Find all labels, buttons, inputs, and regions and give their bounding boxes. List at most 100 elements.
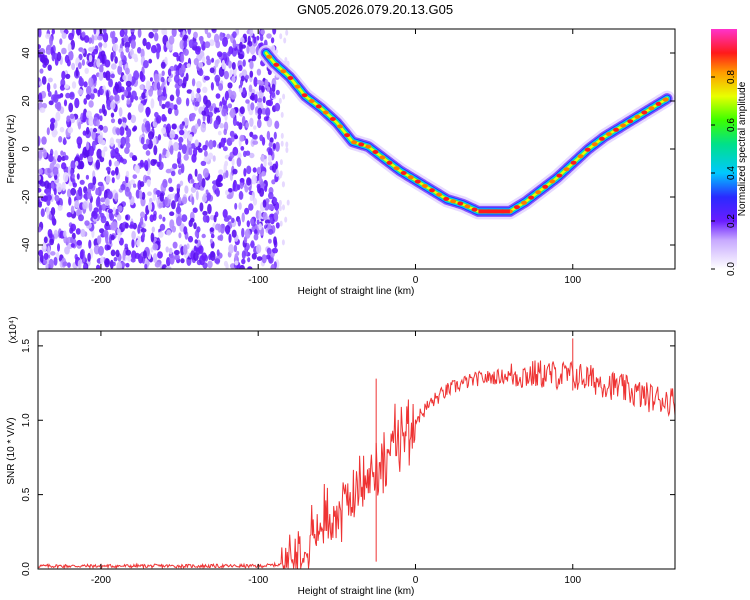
noise-speckle bbox=[245, 74, 250, 80]
signal-peak bbox=[443, 196, 450, 201]
noise-speckle bbox=[147, 191, 152, 196]
noise-speckle bbox=[245, 138, 249, 145]
noise-speckle bbox=[118, 107, 123, 117]
noise-speckle bbox=[249, 29, 254, 37]
noise-speckle bbox=[256, 183, 261, 190]
noise-speckle bbox=[228, 60, 232, 69]
y-tick-label: 0.0 bbox=[21, 562, 32, 576]
noise-speckle bbox=[96, 58, 101, 68]
noise-speckle bbox=[207, 152, 214, 160]
x-tick-label: -100 bbox=[248, 275, 268, 286]
noise-speckle bbox=[194, 183, 199, 190]
noise-speckle bbox=[65, 92, 71, 99]
signal-peak bbox=[393, 166, 400, 171]
signal-peak bbox=[570, 160, 577, 165]
signal-peak bbox=[620, 123, 627, 128]
noise-speckle bbox=[83, 263, 88, 269]
noise-speckle bbox=[100, 256, 104, 265]
noise-speckle bbox=[82, 112, 86, 123]
noise-speckle bbox=[207, 203, 212, 215]
noise-speckle bbox=[249, 195, 254, 202]
noise-speckle bbox=[173, 74, 180, 84]
noise-speckle bbox=[131, 238, 135, 249]
signal-peak bbox=[365, 144, 372, 149]
noise-speckle bbox=[171, 123, 177, 130]
signal-peak bbox=[287, 76, 294, 80]
signal-track bbox=[258, 45, 675, 220]
noise-speckle bbox=[178, 78, 183, 86]
noise-speckle bbox=[76, 136, 83, 146]
noise-speckle bbox=[124, 243, 128, 248]
noise-speckle bbox=[247, 266, 253, 269]
noise-speckle bbox=[134, 164, 140, 173]
noise-speckle bbox=[185, 97, 190, 107]
noise-speckle bbox=[152, 253, 158, 263]
noise-speckle bbox=[176, 183, 181, 189]
noise-speckle bbox=[101, 203, 106, 211]
noise-speckle bbox=[229, 130, 235, 138]
noise-speckle bbox=[164, 196, 168, 206]
noise-speckle bbox=[100, 212, 105, 219]
noise-speckle bbox=[54, 150, 58, 160]
noise-speckle bbox=[275, 141, 280, 152]
noise-speckle bbox=[194, 168, 198, 177]
noise-speckle bbox=[283, 37, 287, 44]
noise-speckle bbox=[168, 247, 173, 255]
noise-speckle bbox=[110, 112, 115, 118]
noise-speckle bbox=[139, 216, 144, 226]
noise-speckle bbox=[241, 212, 245, 223]
noise-speckle bbox=[69, 91, 75, 100]
noise-speckle bbox=[232, 168, 238, 175]
noise-speckle bbox=[271, 179, 276, 185]
noise-speckle bbox=[98, 42, 103, 48]
noise-speckle bbox=[225, 228, 230, 235]
noise-speckle bbox=[150, 45, 157, 54]
noise-speckle bbox=[199, 202, 204, 212]
noise-speckle bbox=[266, 130, 271, 140]
signal-peak bbox=[358, 142, 365, 147]
noise-speckle bbox=[50, 181, 55, 189]
noise-speckle bbox=[206, 32, 212, 39]
noise-speckle bbox=[57, 204, 63, 211]
noise-speckle bbox=[130, 39, 136, 49]
noise-speckle bbox=[161, 127, 167, 135]
noise-speckle bbox=[155, 190, 162, 195]
noise-speckle bbox=[131, 230, 136, 240]
noise-speckle bbox=[269, 137, 274, 143]
noise-speckle bbox=[126, 98, 131, 105]
noise-speckle bbox=[285, 29, 289, 36]
signal-peak bbox=[400, 171, 407, 175]
noise-speckle bbox=[107, 208, 113, 214]
noise-speckle bbox=[63, 230, 67, 238]
noise-speckle bbox=[180, 163, 185, 174]
noise-speckle bbox=[38, 92, 43, 102]
noise-speckle bbox=[88, 77, 94, 88]
noise-speckle bbox=[74, 200, 80, 208]
noise-speckle bbox=[254, 93, 258, 104]
signal-peak bbox=[542, 184, 549, 189]
noise-speckle bbox=[172, 163, 178, 170]
signal-peak bbox=[613, 127, 619, 132]
noise-speckle bbox=[150, 98, 155, 109]
noise-speckle bbox=[46, 82, 51, 93]
noise-speckle bbox=[85, 110, 92, 119]
noise-speckle bbox=[126, 254, 132, 262]
noise-speckle bbox=[204, 29, 209, 35]
noise-speckle bbox=[157, 251, 163, 259]
noise-speckle bbox=[210, 251, 216, 262]
noise-speckle bbox=[144, 263, 148, 269]
noise-speckle bbox=[112, 261, 116, 267]
noise-speckle bbox=[138, 190, 143, 200]
noise-speckle bbox=[212, 155, 216, 162]
y-tick-label: 40 bbox=[21, 47, 32, 59]
noise-speckle bbox=[41, 102, 48, 109]
noise-speckle bbox=[264, 185, 268, 193]
colorbar-tick-label: 0.0 bbox=[726, 262, 737, 276]
noise-speckle bbox=[191, 90, 195, 101]
noise-speckle bbox=[83, 81, 88, 88]
noise-speckle bbox=[203, 156, 210, 162]
noise-speckle bbox=[241, 250, 246, 260]
noise-speckle bbox=[101, 54, 105, 65]
noise-speckle bbox=[190, 217, 195, 223]
noise-speckle bbox=[66, 59, 71, 67]
